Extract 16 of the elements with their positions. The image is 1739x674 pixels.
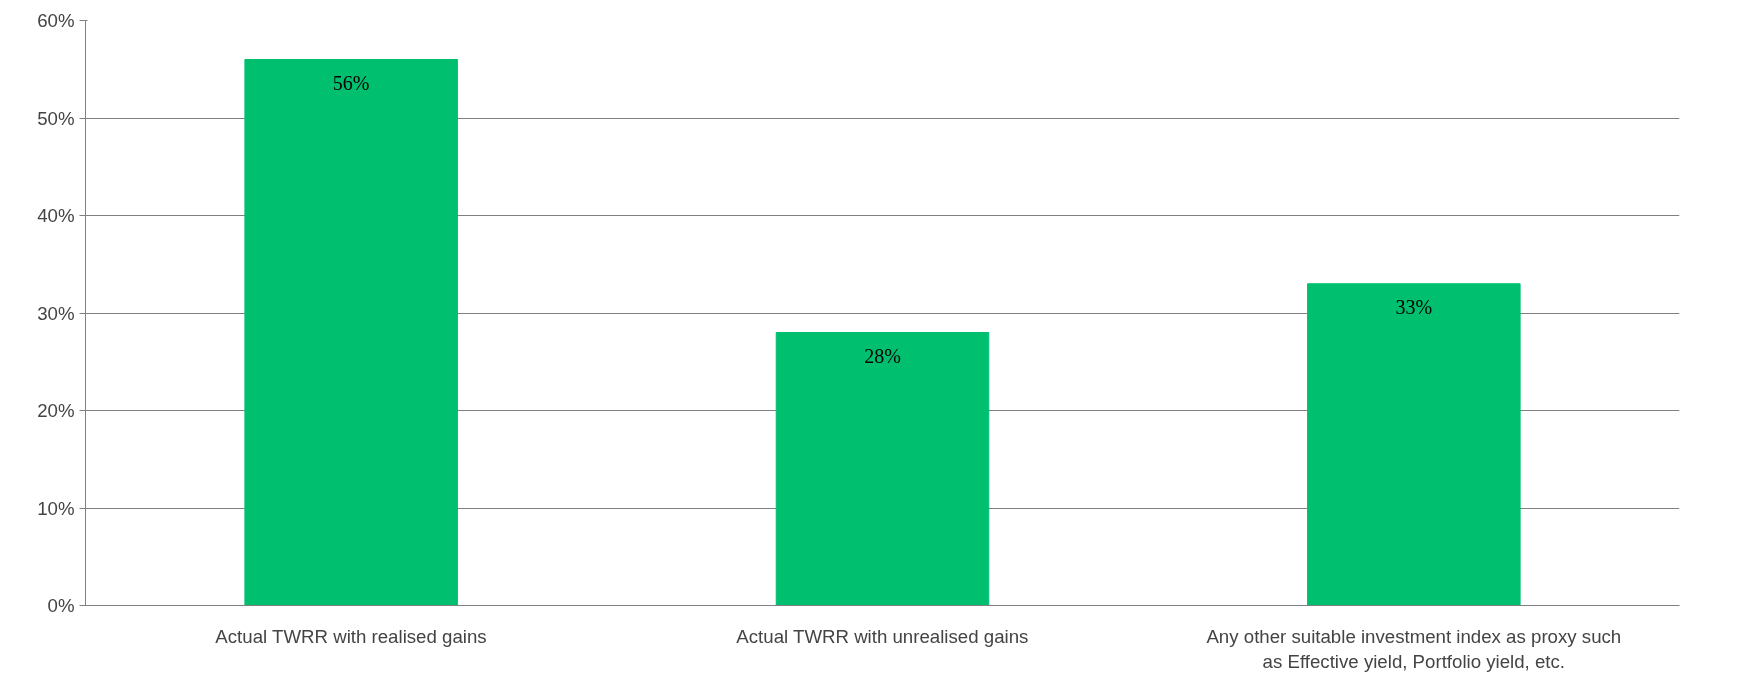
bar	[775, 332, 990, 606]
y-tick-label: 20%	[37, 400, 75, 421]
y-tick-label: 40%	[37, 205, 75, 226]
data-label: 33%	[1395, 295, 1433, 318]
x-tick-label: Actual TWRR with unrealised gains	[736, 625, 1029, 647]
bar	[244, 59, 458, 606]
x-tick-label: Actual TWRR with realised gains	[215, 625, 487, 647]
y-tick-label: 10%	[37, 497, 75, 519]
y-tick-label: 60%	[37, 10, 75, 31]
data-label: 28%	[864, 344, 901, 367]
y-tick-label: 30%	[37, 302, 75, 324]
x-tick-label: Any other suitable investment index as proxy such as Effective yield, Portfolio yield, etc.	[1206, 625, 1622, 672]
y-tick-label: 50%	[37, 107, 75, 129]
data-label: 56%	[332, 71, 370, 94]
y-tick-label: 0%	[47, 595, 75, 616]
bar	[1307, 283, 1521, 606]
